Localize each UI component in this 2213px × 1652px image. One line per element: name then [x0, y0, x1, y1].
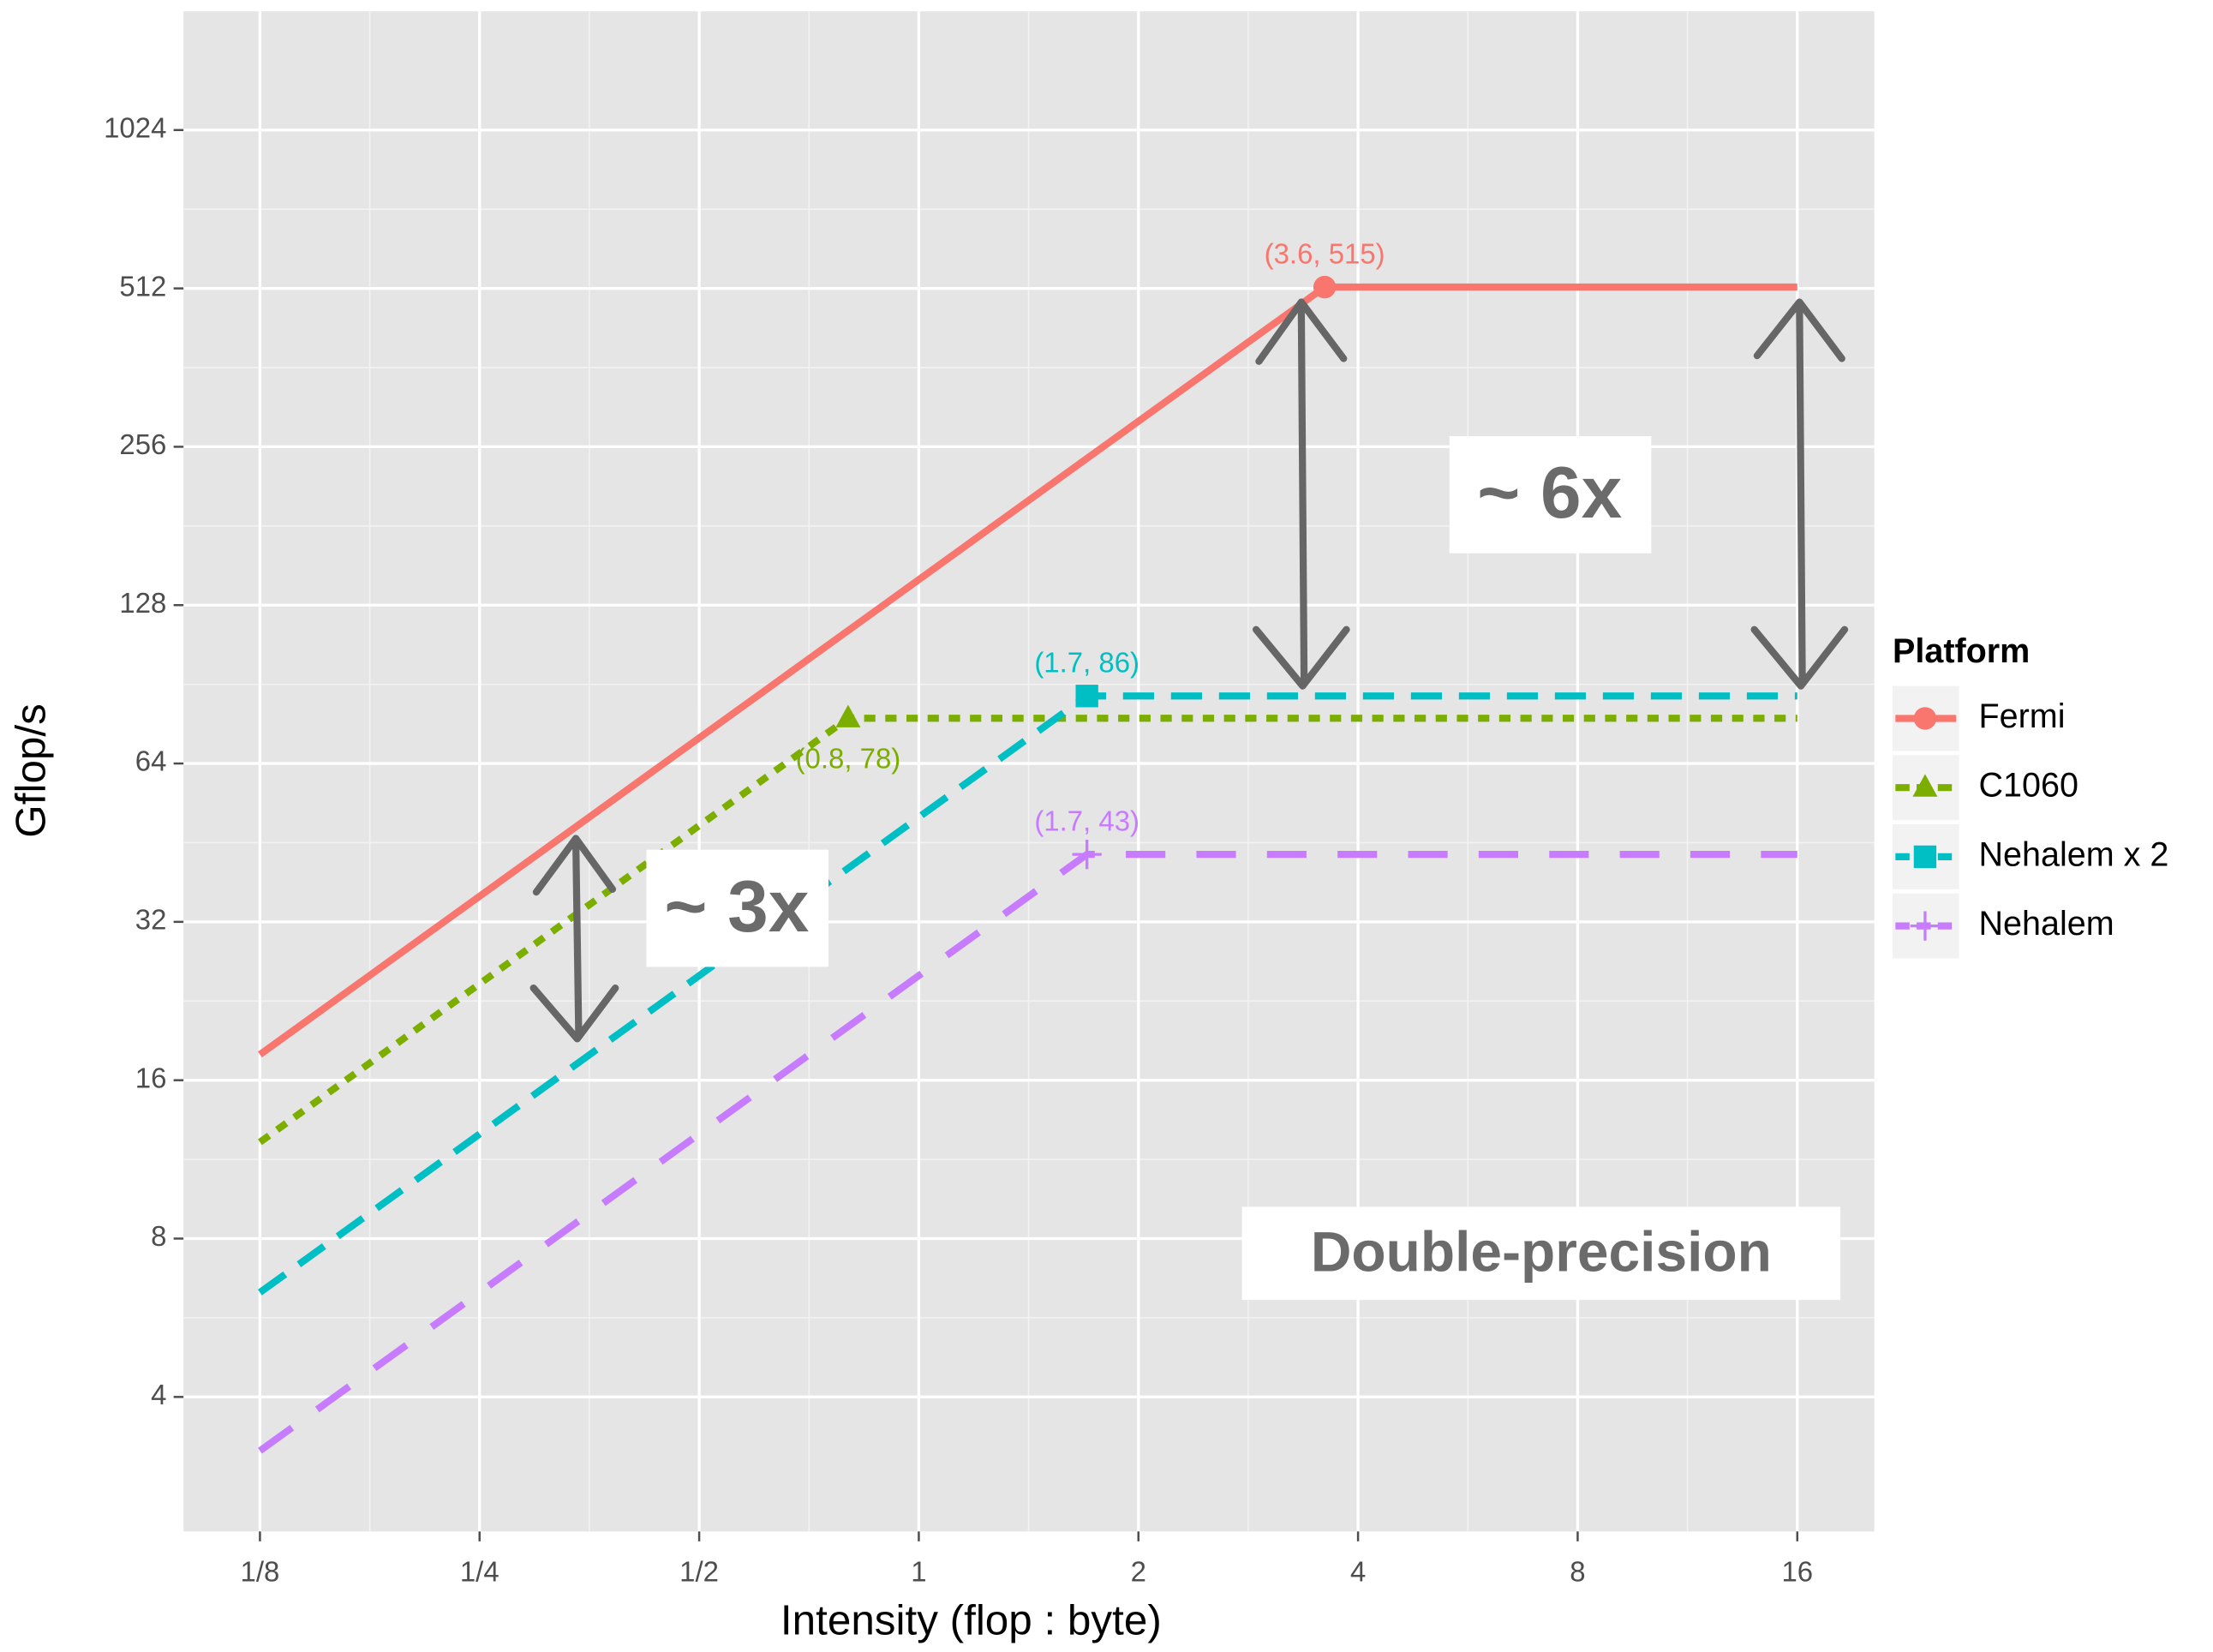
- legend-label: Nehalem: [1979, 905, 2114, 943]
- arrow-shape: [1750, 298, 1849, 690]
- y-axis-title: Gflop/s: [8, 703, 55, 838]
- grid: [183, 11, 1875, 1532]
- arrows: [529, 298, 1849, 1043]
- y-tick-label: 256: [119, 428, 166, 460]
- arrow-shape: [529, 835, 619, 1043]
- legend-label: Nehalem x 2: [1979, 835, 2169, 873]
- series-lines: (3.6, 515) (0.8, 78) (1.7, 86) (1.7, 43): [257, 237, 1797, 1454]
- marker: [1912, 774, 1938, 797]
- marker: [1913, 845, 1937, 869]
- annotation: ~ 3x: [664, 865, 809, 948]
- x-tick-label: 16: [1781, 1555, 1813, 1587]
- arrow-6x-right: [1750, 298, 1849, 690]
- x-tick-label: 1/4: [460, 1555, 499, 1587]
- marker: [1913, 707, 1937, 730]
- data-label: (1.7, 86): [1034, 647, 1139, 679]
- annotation: Double-precision: [1311, 1220, 1772, 1284]
- annotation-box: [1449, 436, 1652, 554]
- x-tick-label: 8: [1570, 1555, 1585, 1587]
- marker: [1075, 685, 1098, 708]
- marker: [1910, 911, 1941, 941]
- y-tick-label: 4: [151, 1379, 166, 1410]
- legend-label: C1060: [1979, 767, 2078, 805]
- x-tick-label: 1/2: [679, 1555, 719, 1587]
- y-tick-label: 8: [151, 1220, 166, 1252]
- y-tick-label: 1024: [104, 111, 166, 143]
- y-tick-label: 64: [135, 745, 167, 777]
- x-tick-label: 4: [1350, 1555, 1366, 1587]
- y-tick-label: 128: [119, 587, 166, 619]
- x-tick-label: 1: [911, 1555, 926, 1587]
- legend: Platform Fermi C1060 Nehalem x 2 Nehalem: [1875, 609, 2213, 980]
- data-label: (3.6, 515): [1265, 237, 1385, 269]
- y-tick-label: 512: [119, 270, 166, 302]
- arrow-6x-left: [1252, 298, 1350, 690]
- legend-title: Platform: [1893, 632, 2030, 670]
- data-label: (0.8, 78): [796, 742, 901, 774]
- marker: [1072, 839, 1102, 870]
- arrow-shape: [1252, 298, 1350, 690]
- marker: [1313, 275, 1337, 299]
- data-label: (1.7, 43): [1034, 805, 1139, 837]
- y-tick-label: 16: [135, 1062, 167, 1093]
- annotation-box: [646, 849, 828, 967]
- y-tick-label: 32: [135, 904, 167, 936]
- annotations: ~ 3x ~ 6x Double-precision: [646, 436, 1841, 1301]
- x-tick-label: 2: [1131, 1555, 1146, 1587]
- annotation-box: [1241, 1206, 1841, 1301]
- legend-label: Fermi: [1979, 697, 2066, 735]
- annotation: ~ 6x: [1477, 452, 1622, 534]
- x-axis-title: Intensity (flop : byte): [781, 1596, 1162, 1643]
- arrow-3x: [529, 835, 619, 1043]
- x-tick-label: 1/8: [241, 1555, 280, 1587]
- marker: [835, 704, 861, 727]
